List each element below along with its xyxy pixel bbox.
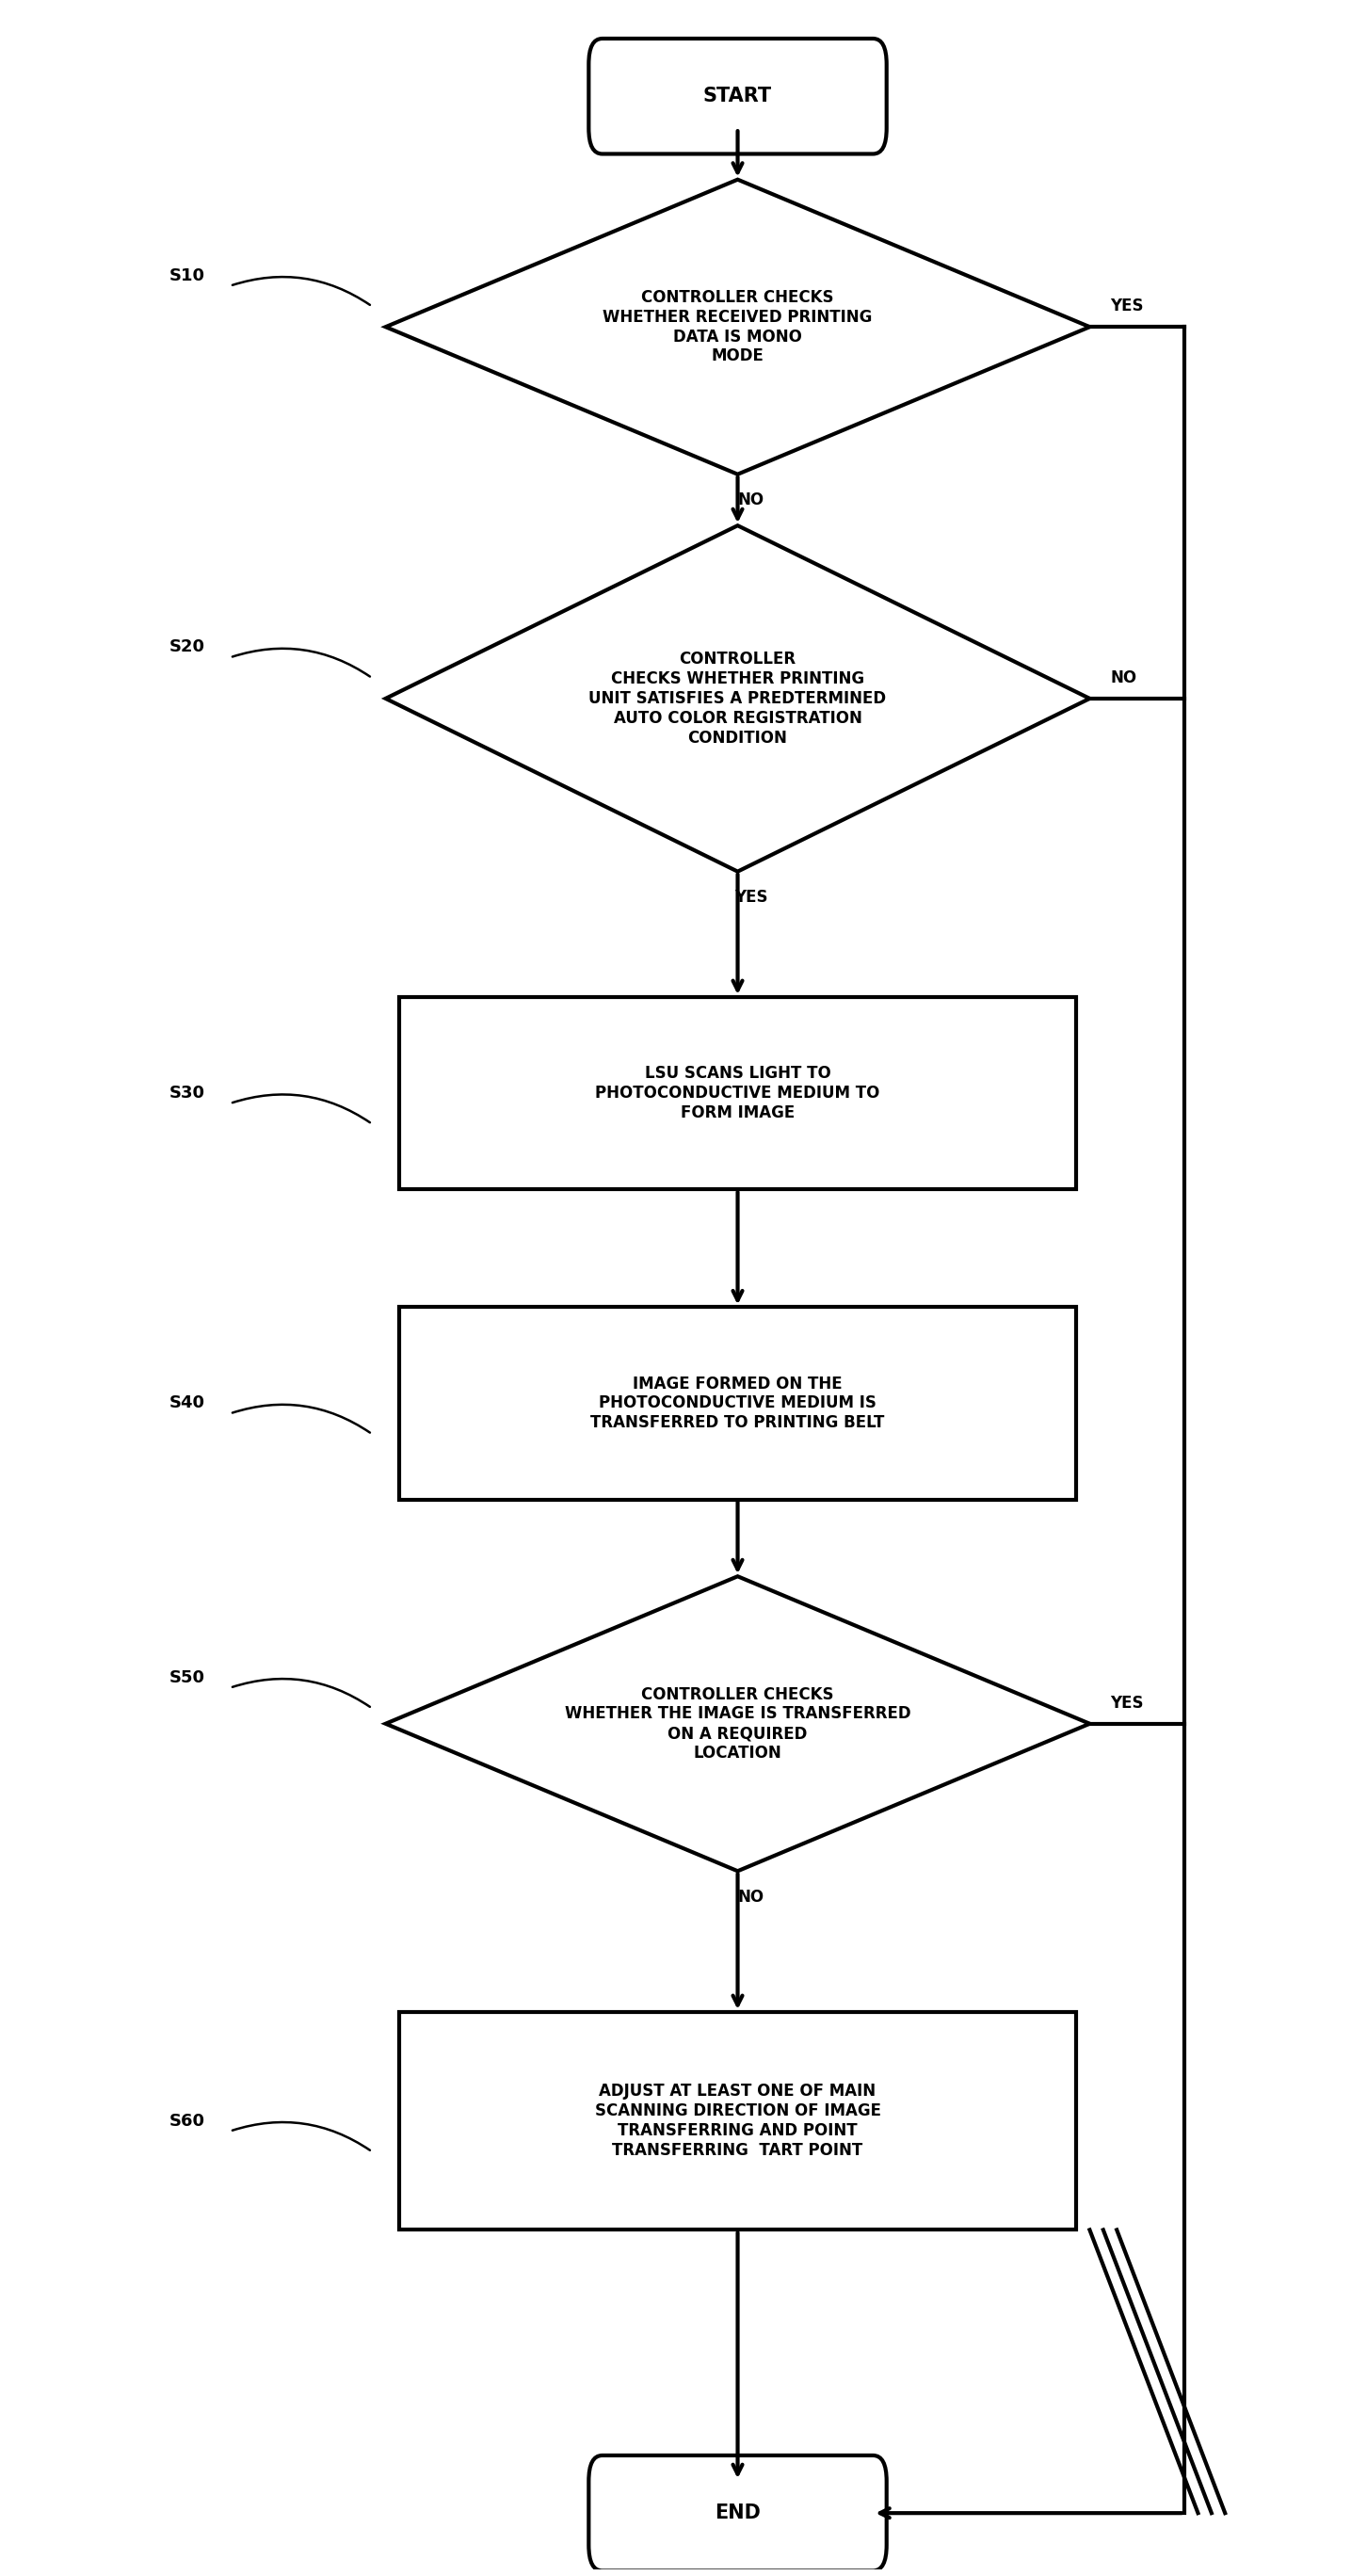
FancyArrowPatch shape xyxy=(232,276,370,304)
Text: ADJUST AT LEAST ONE OF MAIN
SCANNING DIRECTION OF IMAGE
TRANSFERRING AND POINT
T: ADJUST AT LEAST ONE OF MAIN SCANNING DIR… xyxy=(595,2084,880,2159)
Text: LSU SCANS LIGHT TO
PHOTOCONDUCTIVE MEDIUM TO
FORM IMAGE: LSU SCANS LIGHT TO PHOTOCONDUCTIVE MEDIU… xyxy=(595,1064,880,1121)
FancyArrowPatch shape xyxy=(232,1095,370,1123)
Text: YES: YES xyxy=(1110,1695,1143,1710)
FancyBboxPatch shape xyxy=(399,2012,1076,2231)
Text: NO: NO xyxy=(1110,670,1136,685)
Text: START: START xyxy=(703,88,772,106)
Text: END: END xyxy=(715,2504,760,2522)
Text: NO: NO xyxy=(738,1888,764,1906)
FancyBboxPatch shape xyxy=(589,39,887,155)
FancyBboxPatch shape xyxy=(589,2455,887,2571)
Text: YES: YES xyxy=(1110,299,1143,314)
Text: S40: S40 xyxy=(170,1394,205,1412)
Text: S60: S60 xyxy=(170,2112,205,2130)
Polygon shape xyxy=(385,1577,1089,1870)
Text: CONTROLLER CHECKS
WHETHER RECEIVED PRINTING
DATA IS MONO
MODE: CONTROLLER CHECKS WHETHER RECEIVED PRINT… xyxy=(603,289,872,366)
FancyBboxPatch shape xyxy=(399,997,1076,1190)
Polygon shape xyxy=(385,526,1089,871)
FancyArrowPatch shape xyxy=(232,649,370,677)
Text: IMAGE FORMED ON THE
PHOTOCONDUCTIVE MEDIUM IS
TRANSFERRED TO PRINTING BELT: IMAGE FORMED ON THE PHOTOCONDUCTIVE MEDI… xyxy=(591,1376,884,1432)
Text: S20: S20 xyxy=(170,639,205,657)
FancyArrowPatch shape xyxy=(232,2123,370,2151)
Text: YES: YES xyxy=(734,889,768,907)
Text: S30: S30 xyxy=(170,1084,205,1103)
Text: NO: NO xyxy=(738,492,764,507)
FancyBboxPatch shape xyxy=(399,1306,1076,1499)
FancyArrowPatch shape xyxy=(232,1404,370,1432)
Text: S10: S10 xyxy=(170,268,205,283)
Text: CONTROLLER CHECKS
WHETHER THE IMAGE IS TRANSFERRED
ON A REQUIRED
LOCATION: CONTROLLER CHECKS WHETHER THE IMAGE IS T… xyxy=(565,1685,910,1762)
FancyArrowPatch shape xyxy=(232,1680,370,1708)
Text: CONTROLLER
CHECKS WHETHER PRINTING
UNIT SATISFIES A PREDTERMINED
AUTO COLOR REGI: CONTROLLER CHECKS WHETHER PRINTING UNIT … xyxy=(589,652,886,747)
Polygon shape xyxy=(385,180,1089,474)
Text: S50: S50 xyxy=(170,1669,205,1687)
